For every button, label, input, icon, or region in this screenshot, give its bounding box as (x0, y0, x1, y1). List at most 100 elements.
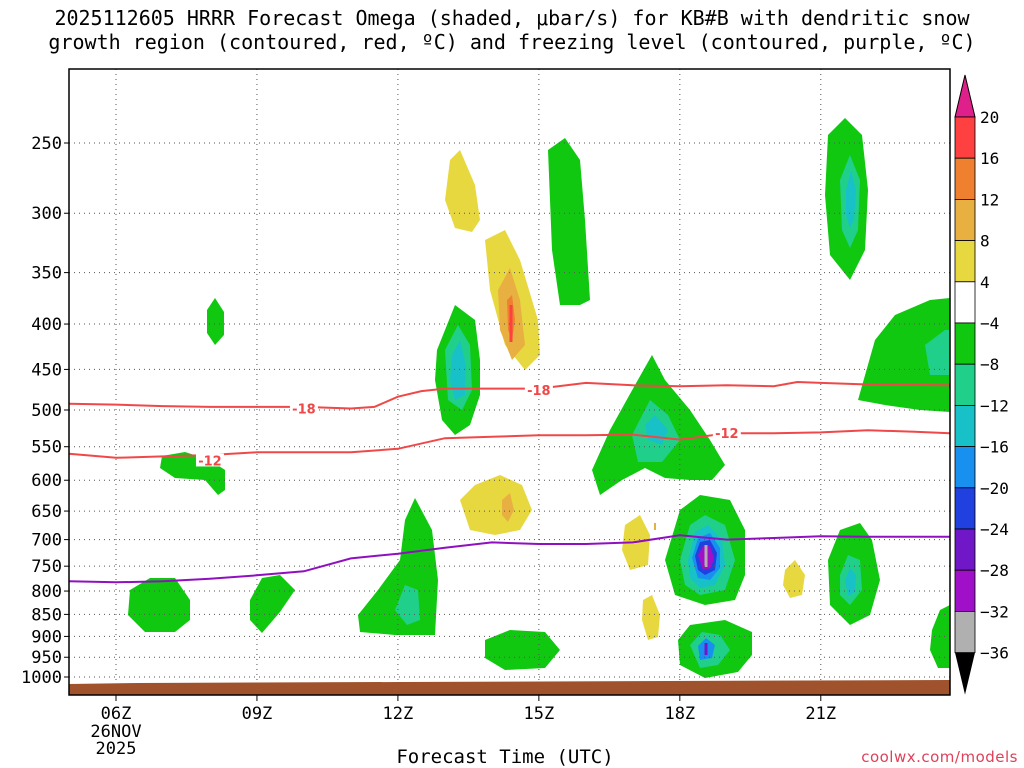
y-tick-label: 300 (31, 204, 62, 224)
colorbar-bottom-arrow (955, 652, 975, 695)
colorbar-band (954, 157, 976, 200)
colorbar-label: −32 (980, 602, 1009, 621)
x-axis-label: Forecast Time (UTC) (396, 746, 614, 768)
terrain-fill (69, 680, 950, 695)
dendritic-bottom-label-bg (195, 453, 224, 467)
colorbar-band (954, 446, 976, 489)
omega-positive-right (752, 500, 822, 615)
dendritic-top-label-bg (524, 383, 553, 397)
colorbar-top-arrow (954, 74, 976, 118)
omega-shading (128, 90, 950, 678)
y-tick-label: 800 (31, 582, 62, 602)
omega-contour-neg4 (858, 298, 950, 412)
y-tick-label: 450 (31, 360, 62, 380)
chart-title-line1: 2025112605 HRRR Forecast Omega (shaded, … (54, 6, 970, 30)
colorbar-band (954, 116, 976, 159)
colorbar-label: −20 (980, 479, 1009, 498)
omega-positive-upper-hook (335, 90, 575, 430)
x-tick-sublabel: 26NOV (90, 722, 141, 742)
colorbar-label: −4 (980, 314, 999, 333)
y-axis: 2503003504004505005506006507007508008509… (21, 134, 69, 688)
y-tick-label: 750 (31, 557, 62, 577)
omega-contour-12 (502, 493, 514, 522)
colorbar-band (954, 404, 976, 447)
y-tick-label: 400 (31, 315, 62, 335)
chart-title-line2: growth region (contoured, red, ºC) and f… (48, 30, 976, 54)
terrain (69, 680, 950, 695)
omega-contour-neg4 (548, 138, 590, 305)
omega-contour-neg8 (925, 330, 950, 375)
colorbar-label: 8 (980, 232, 990, 251)
omega-contour-neg12 (845, 568, 856, 596)
y-tick-label: 500 (31, 401, 62, 421)
omega-contour-8 (445, 150, 480, 232)
plot-frame (68, 68, 951, 696)
colorbar-band (954, 322, 976, 365)
omega-contour-4 (213, 562, 220, 578)
dendritic-bottom-label: -12 (198, 454, 222, 469)
colorbar-label: −24 (980, 520, 1009, 539)
omega-contour-neg4 (207, 298, 224, 345)
omega-positive-small (213, 150, 910, 630)
x-tick-label: 12Z (383, 704, 414, 724)
y-tick-label: 650 (31, 502, 62, 522)
colorbar-band (954, 198, 976, 241)
dendritic-bottom-label: -12 (715, 427, 739, 442)
omega-contour-neg12 (846, 170, 856, 228)
contour-lines: -18 -18 -12 -12 (68, 380, 951, 584)
x-tick-label: 15Z (524, 704, 555, 724)
omega-contour-neg4 (250, 575, 295, 633)
dendritic-top-label-bg (289, 401, 318, 415)
x-tick-label: 18Z (664, 704, 695, 724)
credit-link[interactable]: coolwx.com/models (861, 748, 1018, 766)
colorbar-band (954, 528, 976, 571)
colorbar-band (954, 281, 976, 324)
colorbar-band (954, 487, 976, 530)
colorbar-label: 12 (980, 190, 999, 209)
omega-positive-lower (585, 500, 665, 670)
freezing-level-line (68, 534, 950, 584)
y-tick-label: 550 (31, 438, 62, 458)
colorbar-label: −36 (980, 644, 1009, 663)
omega-contour-4 (898, 600, 906, 630)
dendritic-top-label: -18 (292, 402, 316, 417)
y-tick-label: 350 (31, 264, 62, 284)
omega-contour-4 (838, 458, 858, 474)
omega-contour-4 (898, 200, 910, 236)
colorbar-band (954, 363, 976, 406)
x-tick-sublabel: 2025 (96, 739, 137, 759)
colorbar-band (954, 611, 976, 654)
y-tick-label: 1000 (21, 668, 62, 688)
omega-contour-8 (783, 560, 805, 598)
x-tick-label: 06Z (101, 704, 132, 724)
grid-lines (69, 69, 950, 695)
colorbar-label: −28 (980, 561, 1009, 580)
omega-negative-regions (128, 118, 950, 678)
omega-contour-neg4 (128, 578, 190, 632)
omega-contour-neg4 (485, 630, 560, 670)
chart-title: 2025112605 HRRR Forecast Omega (shaded, … (0, 6, 1024, 54)
omega-contour-8 (460, 475, 532, 535)
omega-contour-neg12 (450, 340, 466, 400)
omega-contour-neg8 (395, 585, 420, 625)
y-tick-label: 850 (31, 605, 62, 625)
omega-contour-4 (752, 500, 822, 615)
colorbar-label: 16 (980, 149, 999, 168)
colorbar-label: −12 (980, 396, 1009, 415)
colorbar-label: 4 (980, 273, 990, 292)
colorbar-label: 20 (980, 108, 999, 127)
colorbar: 20 16 12 8 4 −4 −8 −12 −16 −20 −24 −28 −32 −36 (954, 74, 1009, 695)
omega-contour-4 (650, 150, 662, 265)
colorbar-band (954, 240, 976, 283)
colorbar-band (954, 569, 976, 612)
y-tick-label: 900 (31, 627, 62, 647)
colorbar-label: −16 (980, 438, 1009, 457)
x-tick-label: 21Z (805, 704, 836, 724)
omega-positive-mid (448, 450, 540, 555)
y-tick-label: 700 (31, 531, 62, 551)
y-tick-label: 950 (31, 648, 62, 668)
dendritic-top-label: -18 (527, 384, 551, 399)
dendritic-bottom-label-bg (712, 426, 741, 440)
